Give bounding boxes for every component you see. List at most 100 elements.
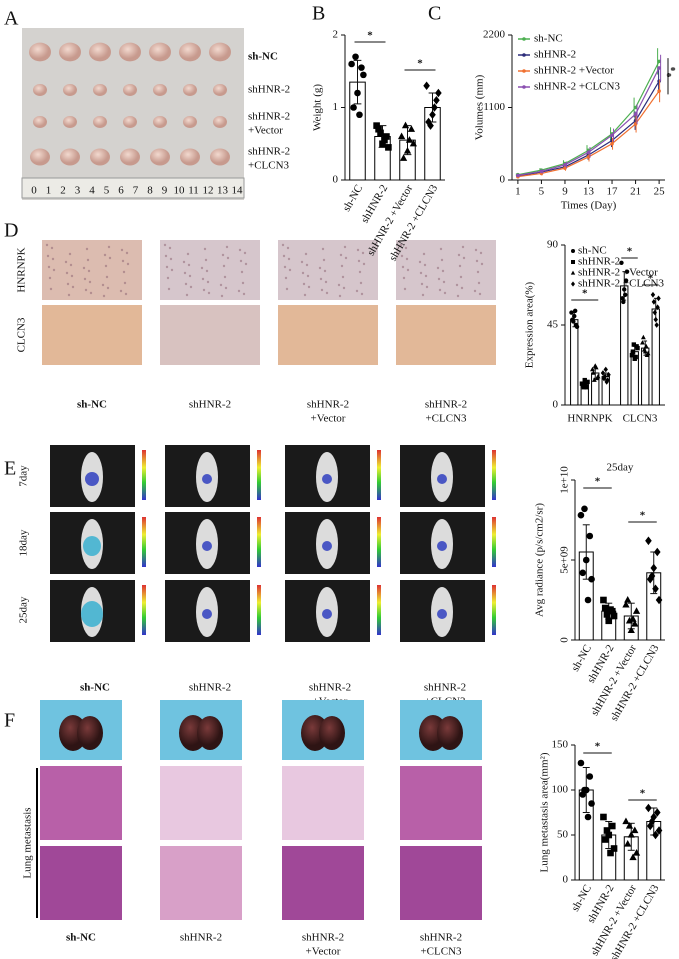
data-point: [571, 319, 576, 324]
color-bar: [257, 450, 261, 500]
tumor: [60, 148, 80, 166]
cell: [105, 275, 109, 279]
cell: [103, 253, 107, 257]
y-tick-label: 2: [333, 29, 339, 41]
panel-label: E: [4, 458, 16, 480]
data-point: [629, 853, 637, 861]
cell: [108, 256, 112, 260]
significance: *: [595, 741, 601, 753]
signal: [437, 609, 447, 619]
cell: [163, 243, 167, 247]
cell: [67, 293, 71, 297]
data-point: [645, 803, 652, 813]
data-point: [605, 831, 613, 839]
cell: [399, 243, 403, 247]
cell: [126, 262, 130, 266]
tumor: [63, 116, 77, 128]
cell: [405, 257, 409, 261]
cell: [164, 254, 168, 258]
cell: [442, 280, 446, 284]
signal: [322, 609, 332, 619]
data-point: [582, 556, 590, 564]
tumor: [30, 148, 50, 166]
cell: [206, 280, 210, 284]
cell: [288, 268, 292, 272]
cell: [418, 260, 422, 264]
cell: [45, 243, 49, 247]
cell: [342, 286, 346, 290]
line-point: [633, 122, 638, 126]
cell: [321, 247, 325, 251]
data-point: [356, 111, 363, 119]
cell: [238, 248, 242, 252]
cell: [356, 248, 360, 252]
cell: [241, 281, 245, 285]
cell: [48, 276, 52, 280]
cell: [222, 264, 226, 268]
tumor: [33, 84, 47, 96]
legend-marker: [571, 281, 575, 287]
cell: [302, 282, 306, 286]
line-point: [657, 66, 661, 70]
y-tick-label: 0: [500, 174, 506, 186]
tumor: [29, 42, 51, 62]
data-point: [427, 121, 434, 130]
data-point: [584, 813, 592, 821]
lung-label: Lung metastasis: [22, 807, 34, 878]
group-label: shHNR-2: [248, 84, 290, 96]
cell: [120, 248, 124, 252]
cell: [204, 258, 208, 262]
tumor: [213, 116, 227, 128]
cell: [242, 292, 246, 296]
ihc-image: [278, 240, 378, 300]
data-point: [653, 547, 661, 557]
tumor: [153, 84, 167, 96]
cell: [283, 265, 287, 269]
cell: [358, 270, 362, 274]
cell: [285, 287, 289, 291]
cell: [402, 276, 406, 280]
data-point: [584, 596, 592, 604]
cell: [200, 266, 204, 270]
legend-swatch: [522, 37, 526, 41]
group-label: +Vector: [311, 413, 346, 425]
cell: [221, 253, 225, 257]
chart-title: 25day: [607, 462, 634, 474]
data-point: [586, 773, 594, 780]
tumor: [210, 148, 230, 166]
color-bar: [377, 450, 381, 500]
cell: [124, 292, 128, 296]
significance: *: [640, 788, 646, 800]
data-point: [650, 812, 658, 822]
data-point: [632, 607, 641, 614]
cell: [188, 274, 192, 278]
ruler-number: 4: [89, 185, 95, 197]
tumor: [119, 42, 141, 62]
color-bar: [492, 585, 496, 635]
cell: [303, 293, 307, 297]
group-label: sh-NC: [66, 932, 96, 944]
cell: [343, 245, 347, 249]
group-label: shHNR-2: [180, 932, 222, 944]
cell: [401, 265, 405, 269]
cell: [305, 263, 309, 267]
y-axis-label: Expression area(%): [524, 281, 536, 368]
data-point: [385, 144, 392, 151]
cell: [439, 247, 443, 251]
cell: [438, 288, 442, 292]
data-point: [645, 350, 651, 356]
data-point: [586, 532, 594, 540]
cell: [325, 291, 329, 295]
significance: *: [666, 71, 672, 83]
legend-label: shHNR-2 +Vector: [534, 65, 614, 77]
group-label: +CLCN3: [425, 413, 467, 425]
x-tick-label: HNRNPK: [567, 413, 612, 425]
cell: [50, 246, 54, 250]
data-point: [574, 324, 580, 329]
tumor: [183, 116, 197, 128]
cell: [203, 247, 207, 251]
ihc-image: [278, 305, 378, 365]
cell: [355, 289, 359, 293]
cell: [226, 256, 230, 260]
tumor: [33, 116, 47, 128]
